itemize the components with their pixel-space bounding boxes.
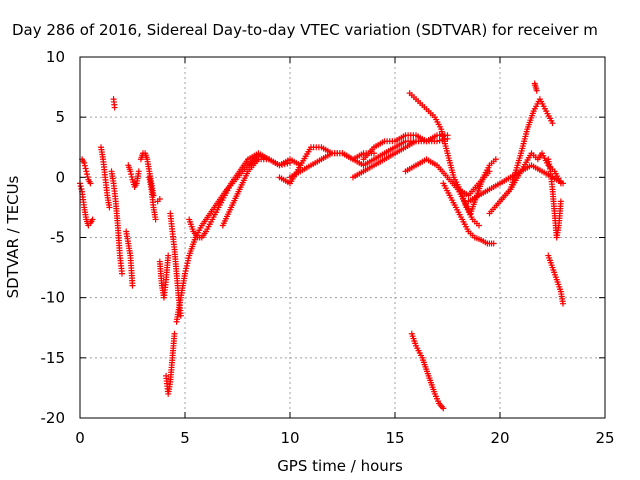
data-point-interp	[284, 160, 291, 167]
data-point	[490, 240, 497, 247]
data-point	[557, 180, 564, 187]
data-point	[111, 104, 118, 111]
data-point	[276, 162, 283, 169]
y-tick-label: -20	[41, 409, 66, 427]
data-point-interp	[260, 154, 267, 161]
data-point-interp	[279, 161, 286, 168]
y-tick-label: -5	[50, 229, 65, 247]
x-tick-label: 10	[280, 429, 299, 447]
y-tick-label: 5	[55, 108, 65, 126]
data-point	[533, 87, 540, 94]
x-tick-label: 25	[595, 429, 614, 447]
data-point	[152, 216, 159, 223]
x-tick-label: 0	[75, 429, 85, 447]
data-point-interp	[281, 161, 288, 168]
data-point-interp	[258, 153, 265, 160]
data-point	[177, 312, 184, 319]
data-point-interp	[77, 183, 84, 190]
data-point	[127, 168, 134, 175]
data-point	[81, 159, 88, 166]
chart-title: Day 286 of 2016, Sidereal Day-to-day VTE…	[12, 21, 598, 39]
data-point	[440, 405, 447, 412]
ticks: 0 5 10 15 20 25 -20 -15 -10 -5 0 5 10	[41, 48, 615, 447]
data-point-interp	[436, 137, 443, 144]
data-point	[560, 300, 566, 307]
data-point	[156, 195, 163, 202]
grid	[80, 57, 605, 418]
y-tick-label: -15	[41, 349, 66, 367]
data-point	[255, 152, 262, 159]
x-tick-label: 20	[490, 429, 509, 447]
data-point	[89, 216, 96, 223]
data-point	[165, 252, 172, 259]
data-point	[287, 159, 293, 166]
data-point	[557, 198, 564, 205]
data-point	[87, 180, 94, 187]
data-point	[549, 120, 556, 127]
data-point-interp	[84, 171, 90, 178]
y-axis-label: SDTVAR / TECUs	[4, 175, 22, 298]
data-point-interp	[128, 171, 135, 178]
data-point	[106, 204, 113, 211]
data-marks	[77, 80, 566, 412]
data-point	[371, 150, 377, 157]
data-point	[83, 168, 90, 175]
data-point-interp	[82, 165, 89, 172]
y-tick-label: 0	[55, 168, 65, 186]
data-point	[434, 138, 440, 145]
data-point-interp	[81, 162, 88, 169]
data-point	[135, 168, 142, 175]
data-point	[171, 330, 178, 337]
y-tick-label: -10	[41, 289, 66, 307]
data-point	[492, 156, 499, 163]
plot-frame	[79, 56, 606, 419]
data-point	[129, 282, 136, 289]
data-point	[476, 222, 482, 229]
x-tick-label: 15	[385, 429, 404, 447]
x-axis-label: GPS time / hours	[277, 457, 403, 475]
data-point-interp	[78, 185, 85, 192]
data-point-interp	[263, 155, 270, 162]
data-point-interp	[84, 173, 91, 180]
data-point-interp	[128, 173, 135, 180]
y-tick-label: 10	[46, 48, 65, 66]
data-point	[119, 270, 125, 277]
x-tick-label: 5	[180, 429, 190, 447]
